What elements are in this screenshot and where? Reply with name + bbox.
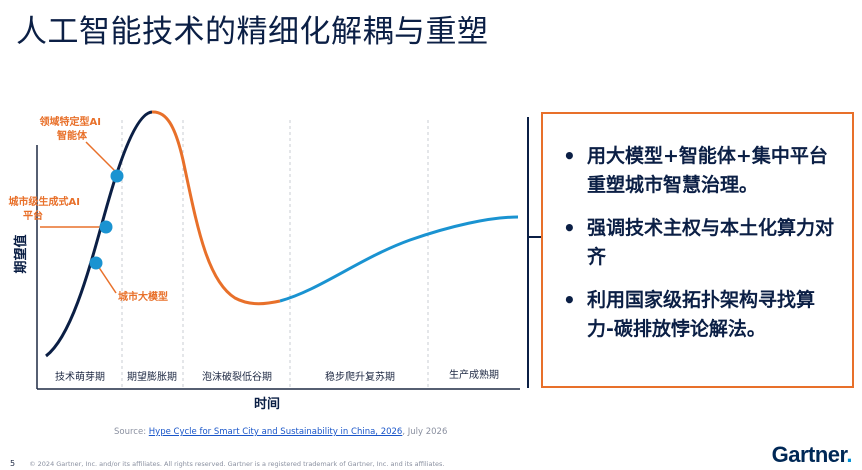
phase-label: 泡沫破裂低谷期 xyxy=(202,370,272,383)
source-note: Source: Hype Cycle for Smart City and Su… xyxy=(114,427,447,437)
summary-box: 用大模型+智能体+集中平台重塑城市智慧治理。 强调技术主权与本土化算力对齐 利用… xyxy=(541,112,854,388)
logo-text: Gartner xyxy=(771,442,847,467)
page-number: 5 xyxy=(10,459,16,468)
point-label-line: 智能体 xyxy=(57,129,88,142)
bullet-list: 用大模型+智能体+集中平台重塑城市智慧治理。 强调技术主权与本土化算力对齐 利用… xyxy=(559,142,840,344)
phase-label: 期望膨胀期 xyxy=(127,370,177,383)
phase-label: 稳步爬升复苏期 xyxy=(325,370,395,383)
phase-label: 技术萌芽期 xyxy=(55,370,105,383)
source-suffix: , July 2026 xyxy=(402,427,448,437)
phase-labels: 技术萌芽期 期望膨胀期 泡沫破裂低谷期 稳步爬升复苏期 生产成熟期 xyxy=(55,368,499,383)
point-city-llm xyxy=(89,256,103,270)
footer: 5 © 2024 Gartner, Inc. and/or its affilia… xyxy=(10,459,444,468)
curve-fall xyxy=(151,110,281,306)
source-link[interactable]: Hype Cycle for Smart City and Sustainabi… xyxy=(148,427,403,437)
point-label: 领域特定型AI 智能体 xyxy=(40,115,105,142)
leader-line xyxy=(85,141,117,173)
phase-label: 生产成熟期 xyxy=(449,368,499,381)
logo-dot: . xyxy=(846,442,852,467)
point-domain-agent xyxy=(110,169,124,183)
x-axis-label: 时间 xyxy=(254,396,280,412)
bullet-item: 强调技术主权与本土化算力对齐 xyxy=(559,214,840,272)
point-city-genai-platform xyxy=(99,220,113,234)
curve-rise xyxy=(45,110,153,358)
copyright: © 2024 Gartner, Inc. and/or its affiliat… xyxy=(29,460,445,468)
point-label-line: 领域特定型AI xyxy=(40,115,101,128)
bullet-item: 用大模型+智能体+集中平台重塑城市智慧治理。 xyxy=(559,142,840,200)
source-prefix: Source: xyxy=(114,427,149,437)
point-label-line: 城市级生成式AI xyxy=(9,195,80,208)
point-label: 城市大模型 xyxy=(118,290,168,303)
curve-recovery xyxy=(279,215,519,303)
point-label: 城市级生成式AI 平台 xyxy=(9,195,84,222)
gartner-logo: Gartner. xyxy=(771,442,853,468)
page-title: 人工智能技术的精细化解耦与重塑 xyxy=(16,14,489,50)
bullet-item: 利用国家级拓扑架构寻找算力-碳排放悖论解法。 xyxy=(559,286,840,344)
point-label-line: 平台 xyxy=(23,209,43,222)
y-axis-label: 期望值 xyxy=(13,234,29,273)
